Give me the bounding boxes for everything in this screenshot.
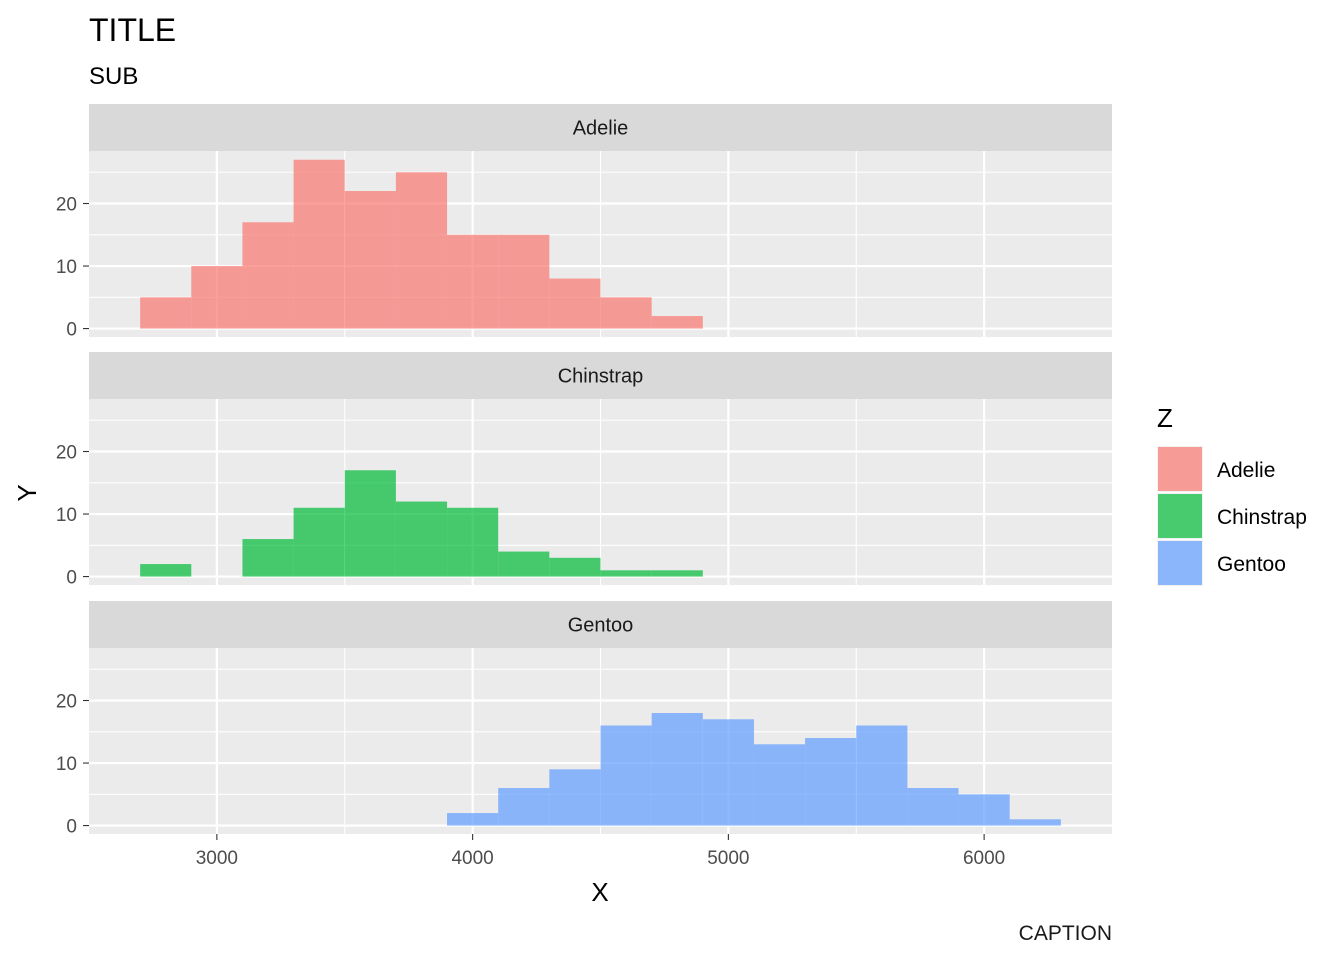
histogram-bar-adelie — [242, 222, 294, 329]
histogram-bar-gentoo — [651, 713, 703, 826]
histogram-bar-chinstrap — [395, 501, 448, 577]
plot-caption: CAPTION — [1019, 922, 1112, 945]
histogram-bar-chinstrap — [242, 539, 294, 577]
histogram-bar-gentoo — [447, 813, 499, 826]
histogram-bar-adelie — [600, 297, 652, 329]
strip-adelie — [89, 104, 1112, 151]
legend-key-chinstrap — [1158, 494, 1202, 538]
histogram-bar-adelie — [140, 297, 192, 329]
y-tick-label: 20 — [56, 692, 77, 713]
y-tick-label: 20 — [56, 443, 77, 464]
histogram-bar-gentoo — [702, 719, 754, 826]
y-tick-label: 10 — [56, 754, 77, 775]
histogram-bar-gentoo — [856, 725, 908, 826]
x-tick-label: 5000 — [707, 848, 749, 869]
histogram-bar-gentoo — [600, 725, 652, 826]
histogram-bar-adelie — [549, 278, 601, 329]
facet-chinstrap: Chinstrap 0 10 20 — [56, 352, 1112, 589]
legend-label-adelie: Adelie — [1217, 459, 1275, 482]
y-tick-label: 10 — [56, 505, 77, 526]
histogram-bar-chinstrap — [344, 470, 396, 577]
histogram-bar-chinstrap — [600, 570, 652, 577]
histogram-bar-adelie — [395, 172, 448, 329]
facet-panels: Adelie 0 10 20 Chinstrap 0 10 20 Gentoo 0 10 20 — [56, 104, 1112, 838]
histogram-bar-chinstrap — [140, 564, 192, 577]
x-tick-label: 6000 — [963, 848, 1005, 869]
strip-label-chinstrap: Chinstrap — [558, 366, 644, 388]
histogram-bar-gentoo — [907, 788, 959, 826]
facet-gentoo: Gentoo 0 10 20 — [56, 601, 1112, 838]
histogram-bar-chinstrap — [651, 570, 703, 577]
histogram-bar-gentoo — [753, 744, 806, 826]
x-tick-label: 3000 — [196, 848, 238, 869]
legend-key-adelie — [1158, 447, 1202, 491]
y-axis-title: Y — [12, 484, 42, 501]
legend-label-gentoo: Gentoo — [1217, 553, 1286, 576]
histogram-bar-gentoo — [958, 794, 1010, 826]
histogram-bar-gentoo — [805, 738, 857, 826]
histogram-bar-gentoo — [549, 769, 601, 826]
legend-title: Z — [1157, 403, 1173, 433]
legend-label-chinstrap: Chinstrap — [1217, 506, 1307, 529]
histogram-bar-chinstrap — [498, 551, 550, 577]
strip-label-gentoo: Gentoo — [568, 615, 634, 637]
histogram-bar-adelie — [651, 316, 703, 329]
histogram-bar-chinstrap — [447, 507, 499, 577]
histogram-bar-adelie — [191, 266, 243, 329]
strip-chinstrap — [89, 352, 1112, 399]
histogram-bar-gentoo — [1009, 819, 1061, 826]
plot-title: TITLE — [89, 12, 176, 48]
x-axis: 3000 4000 5000 6000 — [196, 834, 1005, 869]
facet-adelie: Adelie 0 10 20 — [56, 104, 1112, 341]
histogram-bar-adelie — [447, 234, 499, 329]
strip-label-adelie: Adelie — [573, 118, 629, 140]
y-tick-label: 20 — [56, 195, 77, 216]
histogram-bar-adelie — [293, 159, 345, 329]
strip-gentoo — [89, 601, 1112, 648]
y-tick-label: 0 — [66, 320, 77, 341]
histogram-bar-chinstrap — [549, 557, 601, 577]
legend-key-gentoo — [1158, 541, 1202, 585]
histogram-bar-gentoo — [498, 788, 550, 826]
histogram-bar-adelie — [344, 191, 396, 329]
histogram-bar-adelie — [498, 234, 550, 329]
legend: Z Adelie Chinstrap Gentoo — [1157, 403, 1307, 586]
histogram-bar-chinstrap — [293, 507, 345, 577]
y-tick-label: 0 — [66, 817, 77, 838]
plot-subtitle: SUB — [89, 63, 138, 90]
y-tick-label: 10 — [56, 257, 77, 278]
x-axis-title: X — [591, 877, 608, 907]
x-tick-label: 4000 — [451, 848, 493, 869]
y-tick-label: 0 — [66, 568, 77, 589]
